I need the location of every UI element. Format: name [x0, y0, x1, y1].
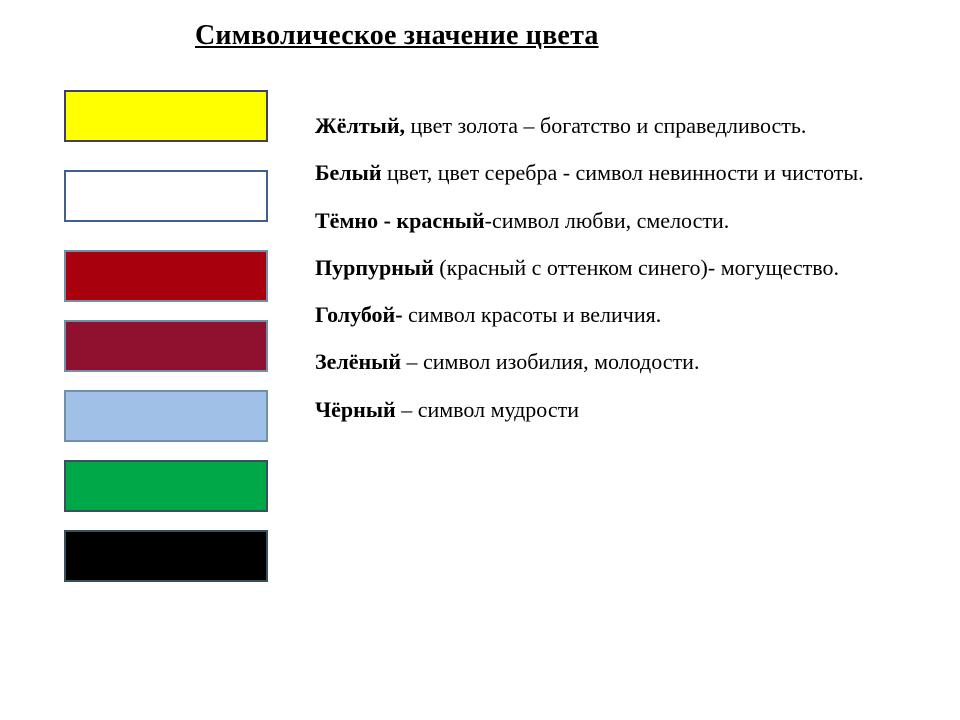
- swatch-purple: [64, 320, 268, 372]
- color-description: -символ любви, смелости.: [485, 208, 730, 233]
- color-description: цвет, цвет серебра - символ невинности и…: [382, 160, 864, 185]
- color-name-bold: Чёрный: [315, 397, 396, 422]
- color-swatch-column: [64, 90, 268, 582]
- swatch-light-blue: [64, 390, 268, 442]
- swatch-green: [64, 460, 268, 512]
- text-line: Белый цвет, цвет серебра - символ невинн…: [315, 149, 915, 196]
- text-line: Чёрный – символ мудрости: [315, 386, 915, 433]
- color-description: – символ мудрости: [396, 397, 579, 422]
- text-line: Жёлтый, цвет золота – богатство и справе…: [315, 102, 915, 149]
- swatch-yellow: [64, 90, 268, 142]
- color-description: цвет золота – богатство и справедливость…: [405, 113, 806, 138]
- color-name-bold: Пурпурный: [315, 255, 434, 280]
- color-name-bold: Зелёный: [315, 349, 401, 374]
- text-line: Тёмно - красный-символ любви, смелости.: [315, 197, 915, 244]
- swatch-black: [64, 530, 268, 582]
- color-name-bold: Жёлтый,: [315, 113, 405, 138]
- text-column: Жёлтый, цвет золота – богатство и справе…: [315, 102, 915, 433]
- color-description: символ красоты и величия.: [403, 302, 662, 327]
- color-description: (красный с оттенком синего)- могущество.: [434, 255, 839, 280]
- text-line: Зелёный – символ изобилия, молодости.: [315, 338, 915, 385]
- page-title: Символическое значение цвета: [195, 20, 599, 52]
- text-line: Голубой- символ красоты и величия.: [315, 291, 915, 338]
- slide: Символическое значение цвета Жёлтый, цве…: [0, 0, 960, 720]
- color-description: – символ изобилия, молодости.: [401, 349, 699, 374]
- text-line: Пурпурный (красный с оттенком синего)- м…: [315, 244, 915, 291]
- color-name-bold: Тёмно - красный: [315, 208, 485, 233]
- color-name-bold: Белый: [315, 160, 382, 185]
- swatch-dark-red: [64, 250, 268, 302]
- color-name-bold: Голубой-: [315, 302, 403, 327]
- swatch-white: [64, 170, 268, 222]
